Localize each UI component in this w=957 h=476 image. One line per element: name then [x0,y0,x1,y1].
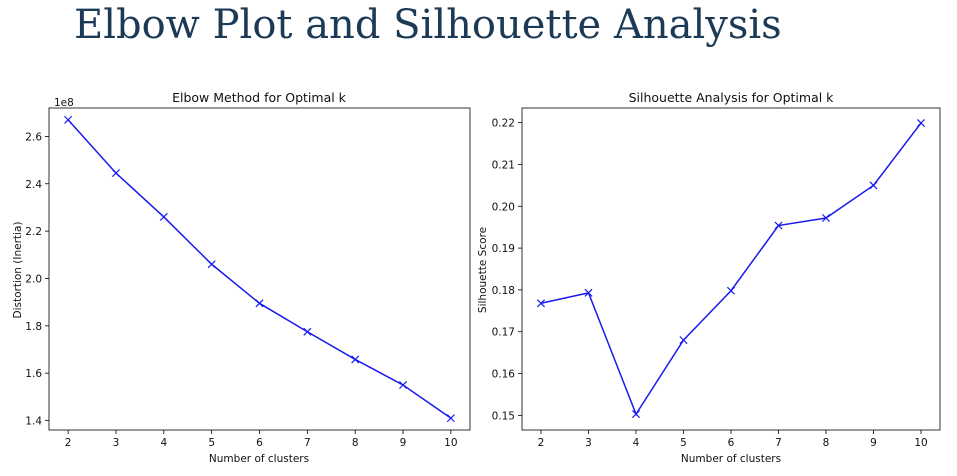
data-point-marker [207,260,216,269]
x-tick-label: 10 [444,437,457,449]
y-tick-label: 1.6 [25,368,42,380]
y-tick-label: 0.20 [492,201,515,213]
data-point-marker [536,299,546,308]
data-point-marker [774,221,783,230]
x-tick-label: 2 [65,437,72,449]
x-tick-label: 3 [113,437,120,449]
data-point-marker [869,181,878,190]
data-point-marker [584,288,593,297]
y-offset-label: 1e8 [54,97,74,109]
x-tick-label: 5 [680,437,687,449]
x-tick-label: 7 [304,437,311,449]
data-point-marker [255,299,264,308]
data-point-marker [303,327,312,336]
x-tick-label: 6 [728,437,735,449]
data-point-marker [111,169,121,178]
data-point-marker [159,212,168,221]
x-tick-label: 8 [352,437,359,449]
chart-title: Elbow Method for Optimal k [172,90,347,105]
y-tick-label: 0.17 [492,327,515,339]
y-tick-label: 0.15 [492,410,515,422]
x-tick-label: 4 [633,437,640,449]
y-tick-label: 2.6 [25,131,42,143]
y-tick-label: 0.19 [492,243,515,255]
x-tick-label: 2 [538,437,545,449]
y-tick-label: 2.0 [25,273,42,285]
data-point-marker [821,213,831,223]
x-tick-label: 10 [914,437,927,449]
plot-frame [521,107,941,431]
elbow-chart: Elbow Method for Optimal k 1e8 Number of… [12,90,471,465]
y-tick-label: 2.4 [25,179,42,191]
x-tick-label: 5 [208,437,215,449]
y-tick-label: 1.8 [25,321,42,333]
y-tick-label: 2.2 [25,226,42,238]
data-point-marker [64,115,73,124]
silhouette-chart: Silhouette Analysis for Optimal k Number… [477,90,941,465]
x-tick-label: 3 [585,437,592,449]
x-tick-label: 9 [400,437,407,449]
data-point-marker [631,410,641,419]
x-tick-label: 4 [160,437,167,449]
series-line [67,119,452,419]
y-axis-label: Distortion (Inertia) [12,222,24,319]
y-tick-label: 0.22 [492,118,515,130]
x-tick-label: 6 [256,437,263,449]
x-tick-label: 8 [823,437,830,449]
y-tick-label: 0.18 [492,285,515,297]
y-axis-label: Silhouette Score [477,227,489,313]
x-tick-label: 7 [775,437,782,449]
data-point-marker [679,336,688,345]
x-axis-label: Number of clusters [209,453,309,465]
x-tick-label: 9 [870,437,877,449]
y-tick-label: 1.4 [25,416,42,428]
page-title: Elbow Plot and Silhouette Analysis [74,2,782,48]
data-point-marker [351,355,360,364]
data-point-marker [726,286,736,295]
y-tick-label: 0.16 [492,369,516,381]
y-tick-label: 0.21 [492,159,515,171]
series-line [540,122,922,416]
data-point-marker [398,380,408,390]
x-axis-label: Number of clusters [681,453,781,465]
plot-frame [48,107,471,431]
data-point-marker [916,119,926,128]
chart-title: Silhouette Analysis for Optimal k [629,90,835,105]
data-point-marker [446,414,455,423]
